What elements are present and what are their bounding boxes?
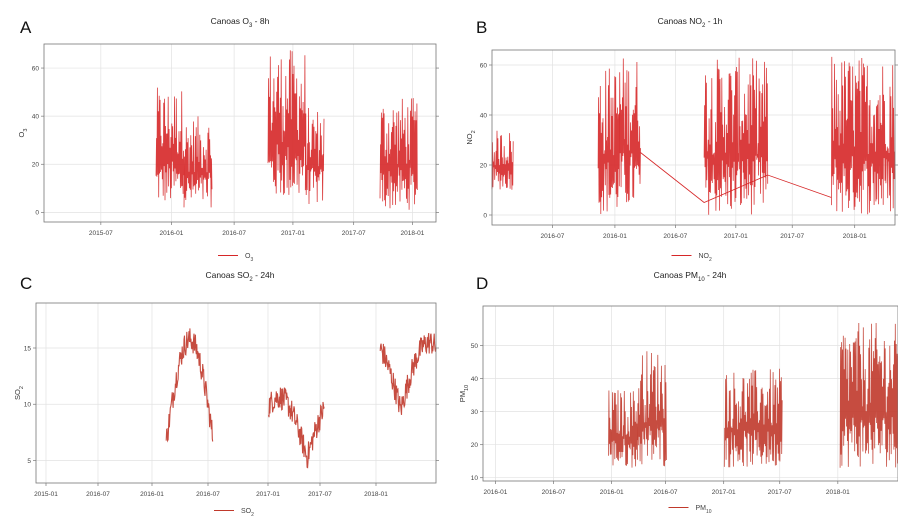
x-tick-label: 2015-07: [89, 230, 113, 237]
x-tick-label: 2018-01: [843, 233, 867, 240]
y-tick-label: 20: [480, 162, 488, 169]
legend-label: NO2: [699, 253, 713, 263]
y-tick-label: 20: [471, 442, 479, 449]
y-tick-label: 5: [27, 458, 31, 465]
y-tick-label: 10: [471, 475, 479, 482]
series-segment: [831, 56, 896, 215]
y-tick-label: 30: [471, 409, 479, 416]
y-tick-label: 60: [32, 65, 40, 72]
x-tick-label: 2016-07: [222, 230, 246, 237]
x-tick-label: 2018-01: [826, 489, 850, 496]
chart-title: Canoas PM10 - 24h: [654, 270, 727, 283]
x-tick-label: 2016-01: [159, 230, 183, 237]
x-tick-label: 2016-01: [484, 489, 508, 496]
panel-letter: A: [20, 18, 32, 37]
x-tick-label: 2017-07: [308, 491, 332, 498]
x-tick-label: 2016-07: [196, 491, 220, 498]
panel-b: B Canoas NO2 - 1h 2016-07 2016-01 2016-07 201…: [465, 16, 898, 263]
legend-label: SO2: [241, 508, 254, 518]
chart-title: Canoas NO2 - 1h: [658, 16, 723, 29]
plot-area: [36, 303, 436, 483]
y-axis-label: SO2: [13, 386, 25, 400]
x-tick-label: 2016-07: [663, 233, 687, 240]
legend-label: O3: [245, 253, 253, 263]
plot-area: [483, 306, 898, 481]
x-tick-label: 2016-07: [542, 489, 566, 496]
series-segment: [703, 57, 769, 215]
x-tick-label: 2017-07: [780, 233, 804, 240]
panel-letter: C: [20, 274, 32, 293]
chart-title: Canoas SO2 - 24h: [205, 270, 274, 283]
series-segment: [267, 50, 306, 195]
plot-frame: [491, 49, 896, 226]
series-segment: [723, 368, 783, 468]
series-segment: [608, 390, 638, 468]
series-segment: [618, 58, 641, 203]
plot-frame: [35, 302, 437, 484]
x-tick-label: 2016-07: [654, 489, 678, 496]
chart-title: Canoas O3 - 8h: [211, 16, 270, 29]
x-tick-label: 2018-01: [401, 230, 425, 237]
y-tick-label: 40: [471, 376, 479, 383]
series-segment: [183, 116, 213, 208]
plot-frame: [482, 305, 898, 482]
gap-connector-line: [640, 152, 832, 203]
y-axis-label: PM10: [458, 385, 470, 402]
plot-frame: [43, 43, 437, 223]
y-axis-label: NO2: [465, 130, 477, 144]
series-segment: [155, 87, 185, 201]
y-tick-label: 40: [32, 113, 40, 120]
y-tick-label: 0: [483, 212, 487, 219]
series-segment: [165, 328, 214, 443]
y-tick-label: 10: [24, 402, 32, 409]
x-tick-label: 2016-07: [86, 491, 110, 498]
y-tick-label: 50: [471, 343, 479, 350]
x-tick-label: 2016-07: [541, 233, 565, 240]
y-tick-label: 20: [32, 162, 40, 169]
y-tick-label: 15: [24, 345, 32, 352]
series-segment: [379, 98, 418, 210]
x-tick-label: 2017-01: [281, 230, 305, 237]
panel-a: A Canoas O3 - 8h 2015-07 2016-01 2016-07 2017…: [17, 16, 439, 263]
x-tick-label: 2016-01: [140, 491, 164, 498]
panel-c: C Canoas SO2 - 24h 2015-01 2016-07 2016-01 20…: [13, 270, 439, 518]
y-tick-label: 60: [480, 62, 488, 69]
series-segment: [491, 130, 514, 190]
series-segment: [597, 68, 620, 215]
panel-letter: D: [476, 274, 488, 293]
x-tick-label: 2017-01: [712, 489, 736, 496]
x-tick-label: 2017-07: [768, 489, 792, 496]
series-segment: [839, 322, 898, 468]
x-tick-label: 2018-01: [364, 491, 388, 498]
panel-d: D Canoas PM10 - 24h 2016-01 2016-07 2016-01 2…: [458, 270, 898, 515]
series-segment: [637, 351, 667, 467]
legend-label: PM10: [696, 505, 712, 515]
series-segment: [379, 332, 437, 415]
x-tick-label: 2017-01: [256, 491, 280, 498]
y-tick-label: 0: [35, 210, 39, 217]
plot-area: [44, 44, 436, 222]
y-axis-label: O3: [17, 129, 29, 138]
x-tick-label: 2017-07: [342, 230, 366, 237]
series-segment: [304, 107, 325, 205]
series-segment: [268, 387, 325, 469]
panel-letter: B: [476, 18, 487, 37]
y-tick-label: 40: [480, 112, 488, 119]
x-tick-label: 2015-01: [34, 491, 58, 498]
x-tick-label: 2016-01: [600, 489, 624, 496]
x-tick-label: 2017-01: [724, 233, 748, 240]
x-tick-label: 2016-01: [603, 233, 627, 240]
